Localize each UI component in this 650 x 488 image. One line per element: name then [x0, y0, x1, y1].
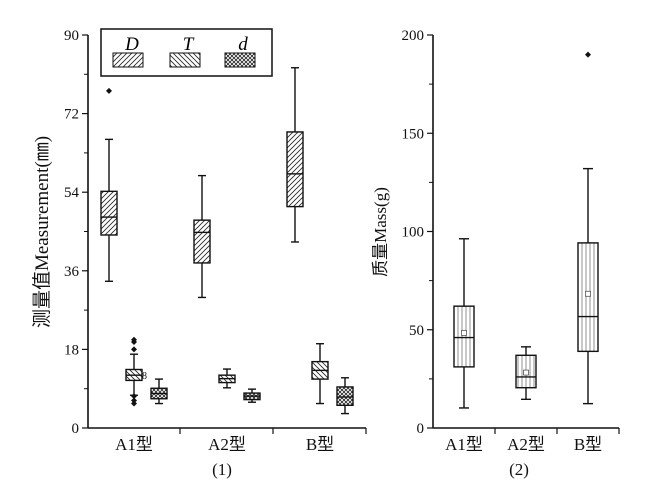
- x-tick-label: A1型: [115, 435, 153, 454]
- box-mass-A1型: [453, 238, 475, 409]
- ylabel-2: 质量Mass(g): [371, 187, 390, 277]
- box-iqr: [286, 131, 304, 208]
- x-tick-label: B型: [574, 435, 602, 454]
- y-tick-label: 36: [64, 264, 80, 280]
- box-T-A2型: [218, 368, 236, 389]
- mean-marker: [523, 369, 529, 376]
- y-tick-label: 72: [64, 107, 79, 123]
- box-T-B型: [311, 343, 329, 405]
- y-tick-label: 54: [64, 185, 80, 201]
- outlier-point: [131, 397, 137, 404]
- y-tick-label: 0: [72, 421, 80, 437]
- y-tick-label: 50: [409, 323, 424, 339]
- outlier-point: [131, 400, 137, 407]
- box-d-A1型: [150, 378, 168, 405]
- legend-swatch-T: [169, 52, 201, 68]
- x-tick-label: A2型: [507, 435, 545, 454]
- x-tick-label: B型: [306, 435, 334, 454]
- legend-swatch-d: [224, 52, 256, 68]
- x-tick-label: A2型: [208, 435, 246, 454]
- outlier-point: [585, 51, 591, 58]
- y-tick-label: 90: [64, 28, 79, 44]
- outlier-point: [106, 87, 112, 94]
- box-iqr: [577, 242, 599, 353]
- outlier-point: [131, 346, 137, 353]
- legend-label-D: D: [124, 34, 139, 55]
- x-tick-label: A1型: [445, 435, 483, 454]
- panel-2: 0 50 100 150 200 A1型 A2型 B型: [402, 28, 620, 454]
- legend: D T d: [100, 28, 273, 77]
- panel-label-1: (1): [212, 460, 232, 479]
- legend-swatch-D: [112, 52, 144, 68]
- box-T-A1型: [125, 336, 143, 407]
- box-iqr: [453, 305, 475, 368]
- legend-label-d: d: [238, 34, 248, 55]
- box-iqr: [336, 386, 354, 406]
- y-tick-label: 100: [402, 225, 425, 241]
- box-mass-A2型: [515, 346, 537, 401]
- panel-label-2: (2): [509, 460, 529, 479]
- box-D-A2型: [193, 174, 211, 299]
- panel-1: 0 18 36 54 72 90 A1型 A2型 B型: [64, 28, 367, 454]
- outlier-point: [131, 338, 137, 345]
- box-D-A1型: [100, 87, 118, 282]
- box-d-A2型: [243, 388, 261, 403]
- mean-marker: [461, 329, 467, 336]
- box-mass-B型: [577, 51, 599, 405]
- box-d-B型: [336, 377, 354, 415]
- outlier-point: [131, 393, 137, 400]
- box-iqr: [100, 190, 118, 236]
- y-tick-label: 150: [402, 126, 425, 142]
- annotation-8: 8: [142, 371, 147, 382]
- mean-marker: [585, 290, 591, 297]
- y-tick-label: 18: [64, 342, 79, 358]
- y-tick-label: 0: [417, 421, 425, 437]
- y-tick-label: 200: [402, 28, 425, 44]
- box-D-B型: [286, 67, 304, 243]
- legend-label-T: T: [183, 34, 195, 55]
- box-iqr: [193, 219, 211, 264]
- ylabel-1: 测量值Measurement(㎜): [31, 136, 53, 328]
